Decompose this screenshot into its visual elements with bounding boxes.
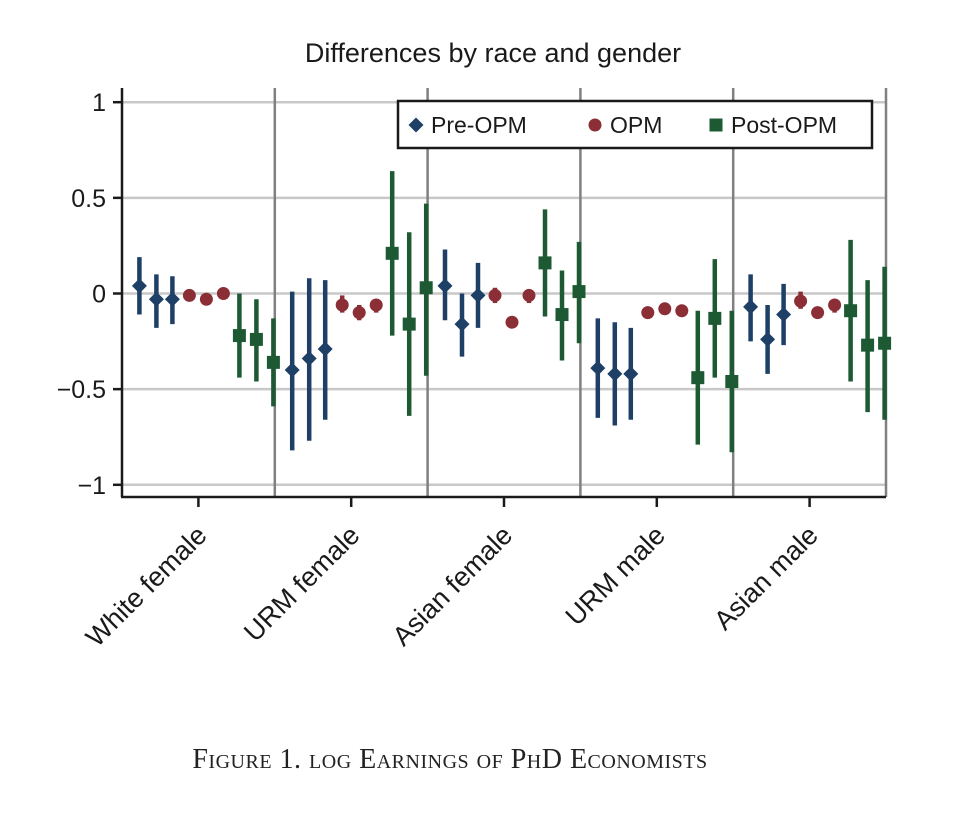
point-marker: [760, 331, 776, 347]
point-marker: [776, 307, 792, 323]
point-marker: [284, 362, 300, 378]
point-marker: [743, 299, 759, 315]
point-marker: [794, 294, 808, 308]
grid-lines: [122, 100, 886, 487]
x-tick-label: Asian female: [387, 520, 519, 652]
point-marker: [488, 288, 502, 302]
data-marks: [131, 171, 892, 453]
legend-marker: [709, 118, 723, 132]
point-marker: [199, 292, 213, 306]
point-marker: [470, 287, 486, 303]
x-tick-label: White female: [80, 520, 213, 653]
legend-label: Post-OPM: [731, 112, 837, 138]
point-marker: [623, 366, 639, 382]
point-marker: [861, 338, 875, 352]
point-marker: [658, 302, 672, 316]
legend-box: [396, 99, 874, 150]
legend-label: OPM: [610, 112, 662, 138]
y-tick-label: 1: [92, 89, 106, 117]
point-marker: [828, 298, 842, 312]
point-marker: [131, 278, 147, 294]
point-marker: [164, 291, 180, 307]
point-marker: [725, 374, 739, 388]
point-marker: [369, 298, 383, 312]
point-marker: [641, 306, 655, 320]
point-marker: [607, 366, 623, 382]
point-marker: [182, 288, 196, 302]
point-marker: [844, 304, 858, 318]
point-marker: [522, 288, 536, 302]
point-marker: [249, 332, 263, 346]
legend-marker: [588, 118, 602, 132]
y-tick-label: 0.5: [71, 185, 106, 213]
point-marker: [352, 306, 366, 320]
point-marker: [402, 317, 416, 331]
point-marker: [232, 329, 246, 343]
point-marker: [708, 311, 722, 325]
y-tick-label: 0: [92, 281, 106, 309]
legend: Pre-OPM OPM Post-OPM: [396, 99, 874, 150]
point-marker: [454, 316, 470, 332]
legend-label: Pre-OPM: [431, 112, 527, 138]
x-tick-label: URM male: [560, 520, 671, 631]
point-marker: [216, 287, 230, 300]
x-tick-label: URM female: [238, 520, 365, 647]
point-marker: [148, 291, 164, 307]
point-marker: [555, 308, 569, 322]
point-marker: [335, 298, 349, 312]
legend-marker: [408, 117, 424, 133]
point-marker: [878, 336, 892, 350]
point-marker: [317, 341, 333, 357]
chart-title: Differences by race and gender: [305, 38, 681, 68]
point-marker: [691, 371, 705, 385]
x-tick-label: Asian male: [708, 520, 824, 636]
point-marker: [675, 304, 689, 318]
point-marker: [572, 285, 586, 299]
point-marker: [301, 351, 317, 367]
point-marker: [505, 315, 519, 329]
point-marker: [419, 281, 433, 295]
figure-caption: Figure 1. log Earnings of PhD Economists: [192, 744, 708, 775]
point-marker: [538, 256, 552, 270]
y-tick-label: −1: [77, 472, 106, 500]
y-tick-label: −0.5: [57, 376, 106, 404]
point-marker: [811, 306, 825, 320]
point-marker: [437, 278, 453, 294]
point-marker: [590, 360, 606, 376]
axes: 1 0.5 0 −0.5 −1 White female URM female Asian f…: [57, 88, 886, 653]
point-marker: [385, 246, 399, 260]
point-marker: [266, 355, 280, 369]
